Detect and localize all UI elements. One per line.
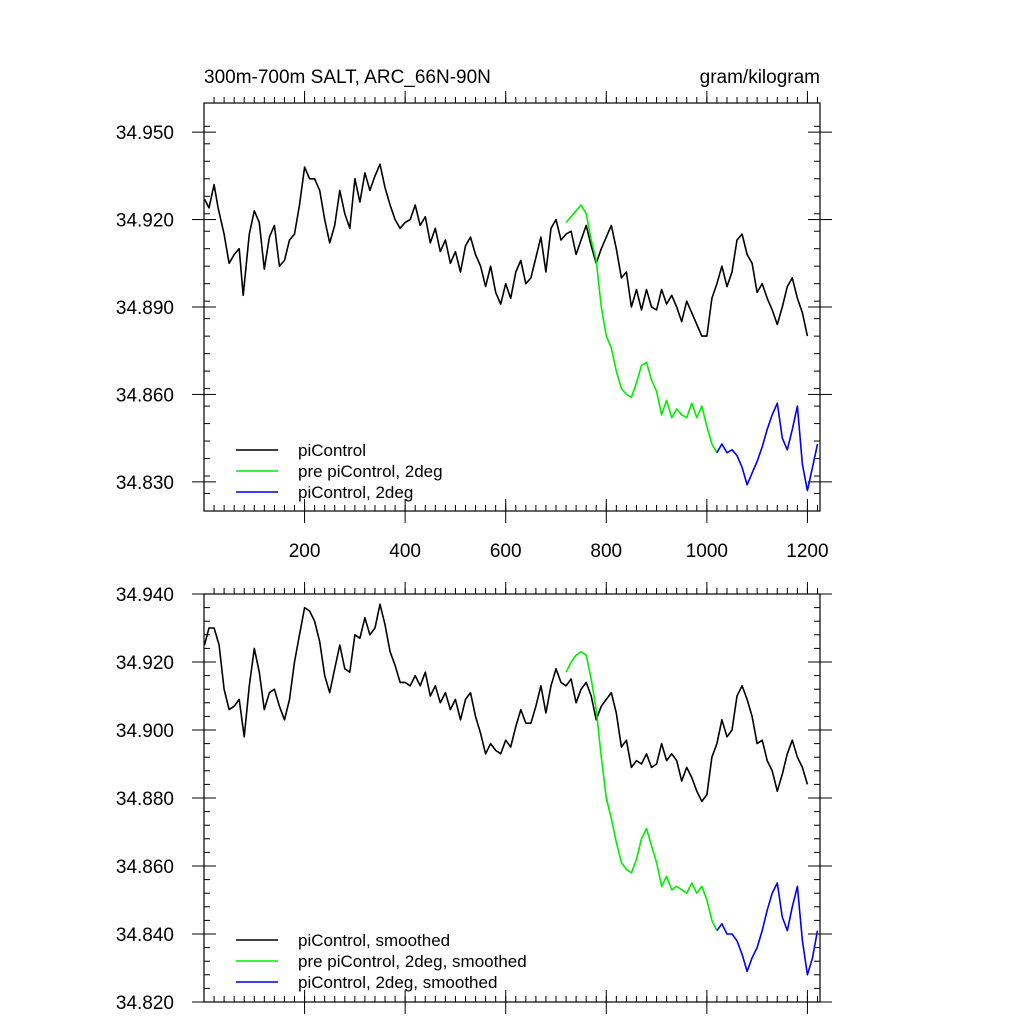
y-tick-label: 34.920	[116, 211, 174, 232]
bottom-panel: 34.820 34.840 34.860 34.880 34.900 34.920 34.9…	[116, 582, 832, 1014]
x-tick-label: 1200	[786, 541, 828, 562]
series-line-1	[203, 603, 809, 803]
legend-label: piControl, 2deg, smoothed	[298, 973, 497, 992]
y-tick-label: 34.920	[116, 653, 174, 674]
top-panel-legend: piControl pre piControl, 2deg piControl, 2…	[236, 441, 443, 502]
legend-label: piControl	[298, 441, 366, 460]
x-tick-label: 400	[389, 541, 421, 562]
bottom-panel-legend: piControl, smoothed pre piControl, 2deg, …	[236, 931, 527, 992]
x-tick-label: 1000	[686, 541, 728, 562]
series-line-2	[565, 204, 718, 454]
y-tick-label: 34.830	[116, 473, 174, 494]
y-tick-label: 34.950	[116, 123, 174, 144]
top-panel-units: gram/kilogram	[700, 67, 820, 88]
y-tick-label: 34.860	[116, 857, 174, 878]
x-tick-label: 800	[590, 541, 622, 562]
legend-label: piControl, 2deg	[298, 483, 413, 502]
bottom-panel-frame	[203, 593, 821, 1003]
series-line-1	[203, 163, 809, 337]
bottom-panel-ticks: 34.820 34.840 34.860 34.880 34.900 34.920 34.9…	[116, 582, 832, 1014]
legend-label: pre piControl, 2deg, smoothed	[298, 952, 527, 971]
y-tick-label: 34.940	[116, 585, 174, 606]
x-tick-label: 600	[490, 541, 522, 562]
y-tick-label: 34.860	[116, 385, 174, 406]
top-panel-title: 300m-700m SALT, ARC_66N-90N	[204, 67, 491, 88]
y-tick-label: 34.840	[116, 925, 174, 946]
series-line-2	[565, 650, 718, 931]
bottom-panel-series	[203, 603, 819, 976]
series-line-3	[716, 882, 819, 976]
series-line-3	[716, 402, 819, 492]
y-tick-label: 34.820	[116, 993, 174, 1014]
y-tick-label: 34.880	[116, 789, 174, 810]
legend-label: pre piControl, 2deg	[298, 462, 443, 481]
x-tick-label: 200	[289, 541, 321, 562]
top-panel-series	[203, 163, 819, 492]
legend-label: piControl, smoothed	[298, 931, 450, 950]
y-tick-label: 34.900	[116, 721, 174, 742]
top-panel-frame	[203, 102, 821, 512]
top-panel-ticks: 200 400 600 800 1000 1200 34.830 34.860 34.890 34…	[116, 91, 832, 562]
y-tick-label: 34.890	[116, 298, 174, 319]
top-panel: 300m-700m SALT, ARC_66N-90N gram/kilogra…	[116, 67, 832, 562]
